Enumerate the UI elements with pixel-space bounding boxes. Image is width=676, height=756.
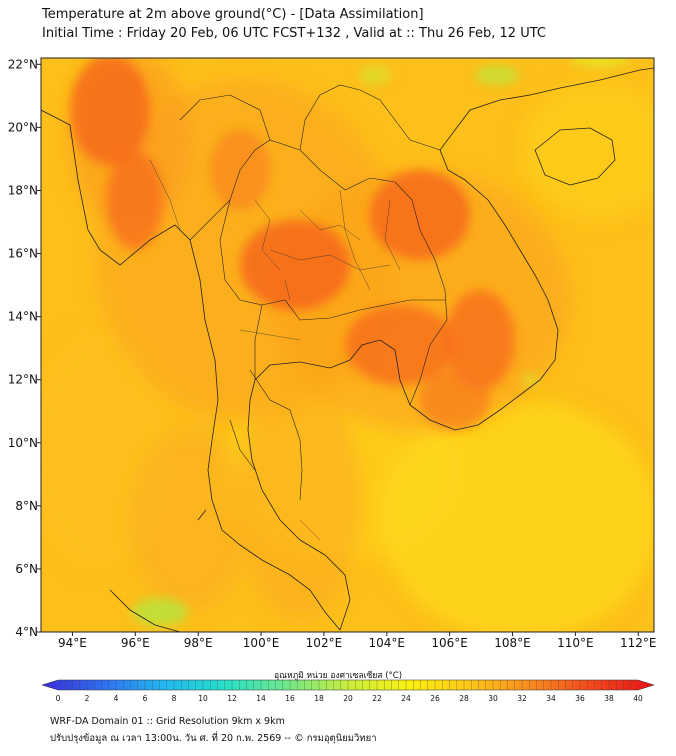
colorbar-tick-label: 6 (143, 694, 148, 703)
lat-tick-label: 10°N (8, 436, 38, 450)
colorbar-tick-label: 32 (517, 694, 527, 703)
colorbar-minor-ticks (65, 680, 631, 690)
lon-tick-label: 104°E (369, 636, 406, 650)
lon-tick-label: 108°E (494, 636, 531, 650)
longitude-ticks: 94°E 96°E 98°E 100°E 102°E 104°E 106°E 108°E 110… (58, 632, 657, 650)
colorbar-tick-label: 8 (172, 694, 177, 703)
footer-update-info: ปรับปรุงข้อมูล ณ เวลา 13:00น. วัน ศ. ที่… (50, 733, 377, 744)
colorbar-tick-label: 22 (372, 694, 382, 703)
temperature-field (41, 58, 654, 632)
lat-tick-label: 4°N (15, 625, 38, 639)
colorbar-label: อุณหภูมิ หน่วย องศาเซลเซียส (°C) (273, 671, 403, 681)
colorbar-tick-label: 4 (114, 694, 119, 703)
lat-tick-label: 8°N (15, 499, 38, 513)
colorbar-tick-label: 20 (343, 694, 353, 703)
colorbar-tick-label: 16 (285, 694, 295, 703)
colorbar-tick-label: 2 (85, 694, 90, 703)
lat-tick-label: 22°N (8, 57, 38, 71)
lat-tick-label: 14°N (8, 310, 38, 324)
colorbar-tick-label: 24 (401, 694, 411, 703)
colorbar-tick-label: 28 (459, 694, 469, 703)
chart-title: Temperature at 2m above ground(°C) - [Da… (42, 7, 424, 22)
colorbar-tick-label: 12 (227, 694, 237, 703)
lon-tick-label: 100°E (243, 636, 280, 650)
lon-tick-label: 94°E (58, 636, 87, 650)
colorbar-tick-label: 30 (488, 694, 498, 703)
colorbar-tick-label: 10 (198, 694, 208, 703)
hot-cores (70, 58, 515, 430)
lat-tick-label: 16°N (8, 247, 38, 261)
lat-tick-label: 12°N (8, 373, 38, 387)
province-borders (149, 159, 401, 541)
colorbar: 0 2 4 6 8 10 12 14 16 18 20 22 24 26 28 30 32 34 36 38 40 (41, 679, 655, 703)
lon-tick-label: 102°E (306, 636, 343, 650)
lat-tick-label: 20°N (8, 120, 38, 134)
lon-tick-label: 106°E (431, 636, 468, 650)
chart-subtitle: Initial Time : Friday 20 Feb, 06 UTC FCS… (42, 26, 546, 41)
colorbar-tick-label: 14 (256, 694, 266, 703)
lat-tick-label: 18°N (8, 183, 38, 197)
country-borders (179, 84, 448, 501)
colorbar-tick-label: 40 (633, 694, 643, 703)
lon-tick-label: 112°E (620, 636, 657, 650)
coastlines (41, 67, 654, 632)
colorbar-tick-label: 38 (604, 694, 614, 703)
latitude-ticks: 4°N 6°N 8°N 10°N 12°N 14°N 16°N 18°N 20°N 22°N (8, 57, 41, 639)
colorbar-tick-label: 26 (430, 694, 440, 703)
colorbar-tick-label: 18 (314, 694, 324, 703)
lat-tick-label: 6°N (15, 562, 38, 576)
lon-tick-label: 98°E (184, 636, 213, 650)
colorbar-tick-label: 36 (575, 694, 585, 703)
footer-model-info: WRF-DA Domain 01 :: Grid Resolution 9km … (50, 716, 285, 727)
lon-tick-label: 96°E (121, 636, 150, 650)
colorbar-tick-label: 0 (56, 694, 61, 703)
lon-tick-label: 110°E (557, 636, 594, 650)
map-frame (40, 57, 655, 633)
colorbar-tick-labels: 0 2 4 6 8 10 12 14 16 18 20 22 24 26 28 30 32 34 36 38 40 (56, 694, 643, 703)
colorbar-tick-label: 34 (546, 694, 556, 703)
cool-patches (132, 58, 630, 626)
